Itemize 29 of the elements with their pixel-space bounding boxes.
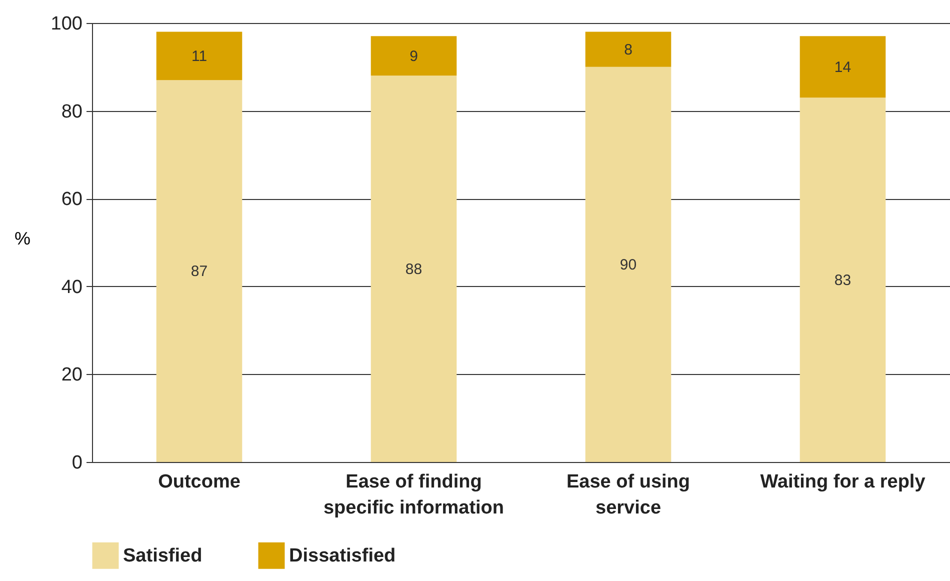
y-tick-label: 60 <box>61 189 82 210</box>
bar <box>800 98 886 462</box>
data-label: 83 <box>834 272 852 289</box>
y-tick-label: 80 <box>61 101 82 122</box>
y-axis-title: % <box>14 228 30 248</box>
data-label: 14 <box>834 58 852 76</box>
y-tick-label: 0 <box>72 452 82 474</box>
bar <box>585 32 672 67</box>
bar <box>800 36 886 98</box>
bar <box>156 80 242 462</box>
bar <box>370 36 457 76</box>
data-label: 90 <box>620 256 637 274</box>
y-tick-label: 40 <box>61 276 82 298</box>
bar <box>370 76 457 462</box>
data-label: 9 <box>410 48 418 65</box>
legend-label: Satisfied <box>123 546 202 567</box>
bar <box>585 66 672 462</box>
data-label: 8 <box>624 41 632 58</box>
bar <box>156 32 242 80</box>
legend-label: Dissatisfied <box>289 546 396 567</box>
data-label: 88 <box>405 260 422 278</box>
y-tick-label: 20 <box>61 364 82 386</box>
data-label: 87 <box>190 263 208 280</box>
x-tick-label: Ease of finding specific information <box>323 472 504 518</box>
x-tick-label: Ease of using service <box>566 472 690 518</box>
x-tick-label: Waiting for a reply <box>760 472 926 492</box>
y-tick-label: 100 <box>50 14 82 34</box>
x-tick-label: Outcome <box>158 472 240 492</box>
data-label: 11 <box>191 48 208 65</box>
